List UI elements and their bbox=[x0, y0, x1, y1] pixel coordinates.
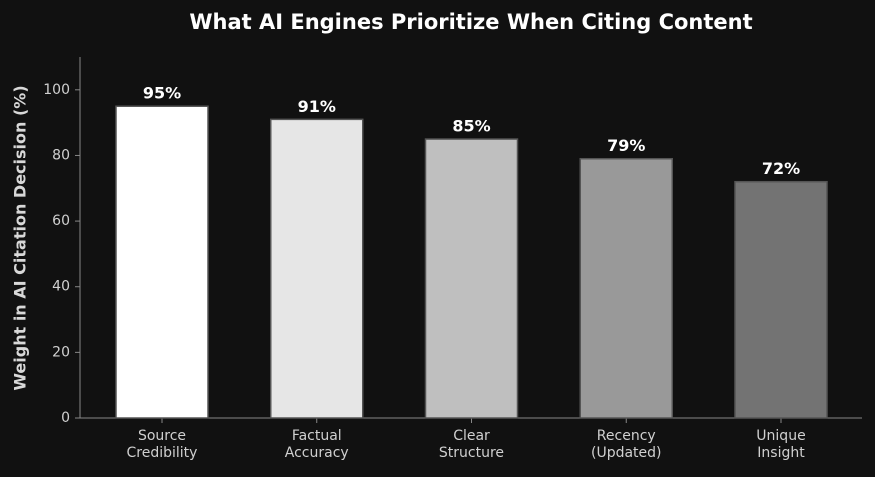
value-label: 95% bbox=[143, 84, 181, 103]
bar bbox=[270, 118, 364, 419]
y-tick-label: 40 bbox=[52, 279, 70, 295]
value-label: 72% bbox=[762, 159, 800, 178]
y-tick-label: 100 bbox=[43, 82, 70, 98]
y-tick-label: 80 bbox=[52, 147, 70, 163]
value-label: 91% bbox=[298, 97, 336, 116]
y-tick-label: 0 bbox=[61, 410, 70, 426]
x-tick-label: Unique Insight bbox=[756, 428, 806, 461]
x-tick-label: Clear Structure bbox=[438, 428, 505, 461]
bar bbox=[734, 180, 828, 419]
value-label: 85% bbox=[452, 117, 490, 136]
x-tick-label: Recency (Updated) bbox=[590, 428, 662, 461]
chart-title: What AI Engines Prioritize When Citing C… bbox=[189, 10, 752, 34]
x-tick-label: Factual Accuracy bbox=[284, 428, 349, 461]
x-tick-label: Source Credibility bbox=[126, 428, 198, 461]
bar bbox=[115, 105, 209, 419]
y-axis-label: Weight in AI Citation Decision (%) bbox=[11, 85, 30, 390]
bar bbox=[424, 138, 519, 419]
value-label: 79% bbox=[607, 136, 645, 155]
y-tick-label: 60 bbox=[52, 213, 70, 229]
bar bbox=[579, 157, 673, 419]
y-tick-label: 20 bbox=[52, 344, 70, 360]
